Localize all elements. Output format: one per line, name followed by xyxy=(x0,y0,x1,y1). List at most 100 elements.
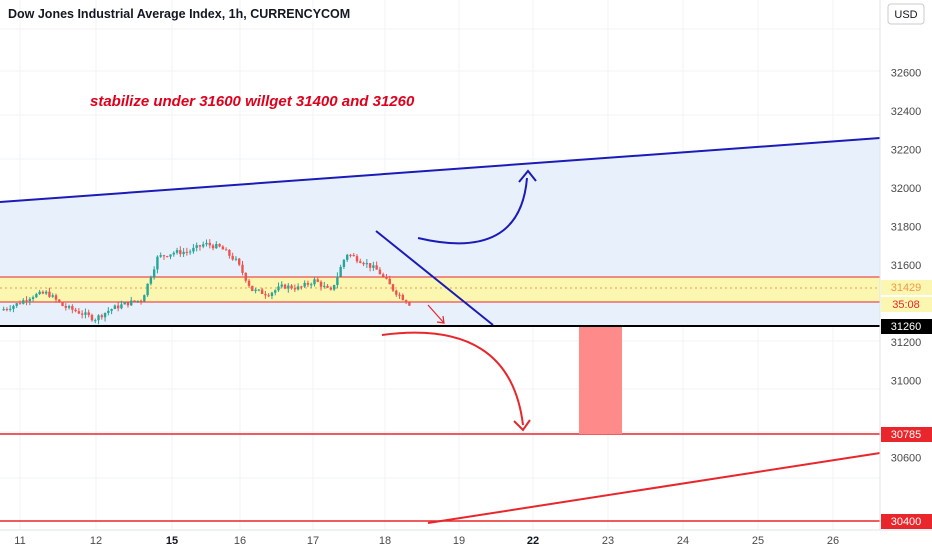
time-axis-ticks: 11 12 15 16 17 18 19 22 23 24 25 26 xyxy=(14,535,839,547)
candle-body xyxy=(254,289,257,291)
candle xyxy=(296,283,300,291)
time-tick-label: 26 xyxy=(827,535,839,547)
candle-body xyxy=(283,284,287,289)
candle xyxy=(133,300,136,303)
currency-button-label: USD xyxy=(894,9,917,21)
candle xyxy=(362,261,365,267)
candle-body xyxy=(329,287,333,290)
candle-body xyxy=(87,312,90,315)
candlesticks xyxy=(2,239,411,325)
candle-body xyxy=(398,294,401,296)
blue-curved-arrow xyxy=(417,177,528,245)
candle-body xyxy=(280,284,283,287)
candle xyxy=(175,247,179,255)
candle xyxy=(280,281,283,289)
candle xyxy=(290,284,293,290)
candle xyxy=(385,274,388,280)
candle xyxy=(31,295,35,302)
candle-body xyxy=(31,297,35,299)
candle xyxy=(162,254,166,260)
candle-body xyxy=(218,243,221,247)
candle xyxy=(274,289,277,296)
candle xyxy=(77,308,81,315)
candle-body xyxy=(313,279,316,285)
candle xyxy=(139,299,143,305)
candle xyxy=(270,291,274,300)
candle xyxy=(404,299,408,305)
candle-body xyxy=(234,258,238,260)
candle xyxy=(247,279,251,288)
candle-body xyxy=(332,285,336,290)
time-tick-label: 24 xyxy=(677,535,689,547)
candle xyxy=(136,300,139,304)
candle xyxy=(345,253,349,263)
candle xyxy=(349,253,352,258)
time-axis-panel xyxy=(0,530,932,550)
blue-trendline xyxy=(375,230,494,326)
candle xyxy=(391,283,395,293)
candle xyxy=(156,255,159,274)
candle xyxy=(48,287,51,298)
candle-body xyxy=(352,255,355,257)
currency-button[interactable]: USD xyxy=(887,3,925,25)
candle-body xyxy=(192,247,195,252)
candle xyxy=(159,252,162,258)
candle xyxy=(172,251,175,257)
candle xyxy=(352,252,355,257)
price-tick-label: 32000 xyxy=(891,183,922,195)
candle-body xyxy=(336,276,339,286)
candle-body xyxy=(58,299,61,303)
candle-body xyxy=(48,291,51,297)
candle xyxy=(257,289,261,292)
candle-body xyxy=(395,290,398,295)
candle xyxy=(61,301,64,307)
candle xyxy=(67,304,71,310)
candle-body xyxy=(123,302,126,305)
candle-body xyxy=(349,254,352,256)
candle-body xyxy=(260,289,264,294)
candle xyxy=(195,242,198,252)
small-red-arrow-head xyxy=(436,315,445,324)
candle-body xyxy=(267,295,270,297)
candle xyxy=(395,289,398,297)
red-arrow-head xyxy=(513,419,531,432)
candle-body xyxy=(277,286,280,291)
candle-body xyxy=(139,300,143,302)
candle xyxy=(251,285,254,292)
candle xyxy=(300,285,303,290)
candle xyxy=(54,293,58,303)
chart-title: Dow Jones Industrial Average Index, 1h, … xyxy=(8,7,350,21)
candle xyxy=(12,304,15,313)
candle xyxy=(359,258,362,264)
candle-body xyxy=(152,269,156,278)
candle-body xyxy=(182,251,185,255)
candle-body xyxy=(100,315,103,318)
candle-body xyxy=(293,288,297,290)
candle-body xyxy=(257,289,261,291)
candle-body xyxy=(64,306,68,308)
candle xyxy=(120,300,123,310)
candle-body xyxy=(12,305,15,309)
candle-body xyxy=(133,300,136,302)
candle xyxy=(8,305,12,312)
candle-body xyxy=(316,279,319,282)
candle-body xyxy=(300,286,303,288)
candle-body xyxy=(54,295,58,300)
candle xyxy=(35,292,38,298)
time-tick-label: 12 xyxy=(90,535,102,547)
candle xyxy=(254,287,257,294)
candle-body xyxy=(381,274,385,277)
candle xyxy=(18,300,22,305)
candle-body xyxy=(51,295,54,297)
candle-body xyxy=(84,312,87,315)
candle-body xyxy=(359,261,362,263)
candle-body xyxy=(8,308,12,310)
candle-body xyxy=(378,269,382,275)
price-badge-target-text: 30785 xyxy=(891,429,922,441)
candle xyxy=(303,280,306,289)
candle-body xyxy=(80,313,84,315)
annotation-text: stabilize under 31600 willget 31400 and … xyxy=(90,93,415,110)
candle xyxy=(244,272,247,283)
candle xyxy=(293,284,297,293)
